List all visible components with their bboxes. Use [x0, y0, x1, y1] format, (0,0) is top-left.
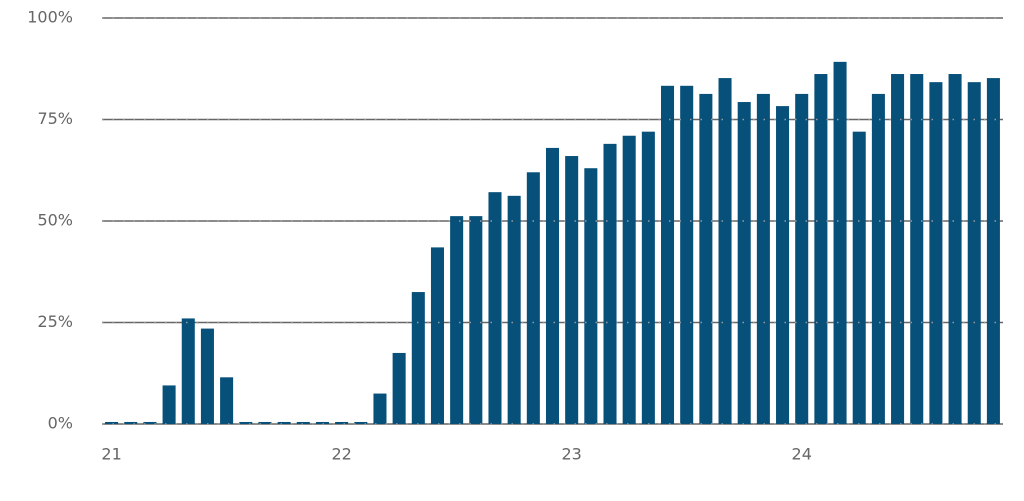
x-tick-label: 22 — [331, 445, 351, 464]
bar — [296, 421, 310, 424]
y-tick-label: 0% — [48, 414, 73, 433]
bar — [105, 421, 119, 424]
bar — [450, 216, 464, 424]
y-tick-label: 75% — [37, 109, 73, 128]
bar — [258, 421, 272, 424]
bar — [776, 106, 790, 425]
bar — [239, 421, 253, 424]
bar — [411, 292, 425, 424]
bar — [277, 421, 291, 424]
bar — [756, 93, 770, 424]
bar — [603, 143, 617, 425]
bar — [200, 328, 214, 424]
bar — [622, 135, 636, 425]
bar — [469, 216, 483, 424]
bar — [718, 78, 732, 424]
bar — [852, 131, 866, 424]
x-tick-label: 21 — [101, 445, 121, 464]
bar — [220, 377, 234, 424]
bar — [680, 85, 694, 424]
bar — [545, 147, 560, 425]
bar — [335, 421, 349, 424]
bar — [526, 172, 540, 424]
bar — [814, 74, 828, 424]
bar — [967, 82, 981, 424]
bar — [737, 102, 751, 425]
y-tick-label: 50% — [37, 211, 73, 230]
bar — [910, 74, 924, 424]
x-tick-label: 23 — [561, 445, 581, 464]
bar — [430, 247, 444, 424]
bar — [891, 74, 905, 424]
bar — [373, 393, 387, 424]
bar — [143, 421, 157, 424]
x-tick-label: 24 — [792, 445, 812, 464]
bar — [315, 421, 329, 424]
bar — [354, 421, 368, 424]
bar — [565, 156, 579, 425]
bar — [181, 318, 195, 424]
bar — [488, 192, 502, 424]
bar — [507, 195, 521, 424]
bar — [795, 93, 809, 424]
bar — [699, 93, 713, 424]
bar — [661, 85, 675, 424]
bar — [162, 385, 176, 424]
bar — [124, 421, 138, 424]
bar — [986, 78, 1000, 424]
bar — [584, 168, 598, 424]
y-tick-label: 25% — [37, 312, 73, 331]
bar — [929, 82, 943, 424]
bar — [948, 74, 962, 424]
bar — [833, 61, 847, 425]
bar — [392, 352, 406, 424]
bar — [641, 131, 655, 424]
bar — [871, 93, 885, 424]
y-tick-label: 100% — [27, 8, 73, 27]
